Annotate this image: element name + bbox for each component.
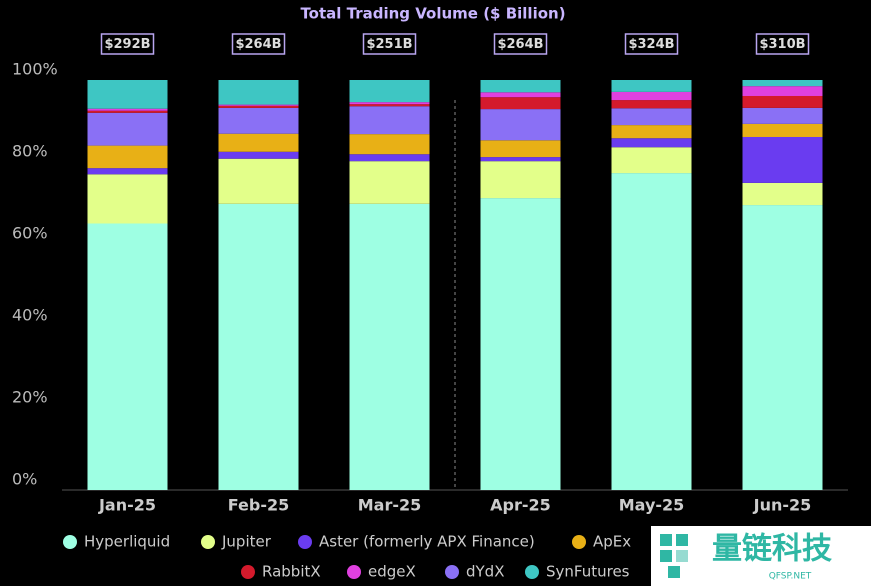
bar-segment (742, 182, 823, 206)
bar-segment (87, 168, 168, 175)
y-tick-label: 80% (12, 142, 48, 161)
bar-segment (611, 100, 692, 109)
y-tick-label: 40% (12, 306, 48, 325)
total-label: $264B (497, 37, 543, 52)
bar-segment (480, 157, 561, 162)
bar-segment (742, 123, 823, 137)
legend-label: SynFutures (546, 563, 630, 581)
bar-segment (349, 80, 430, 103)
bar-segment (742, 95, 823, 108)
legend-marker (241, 565, 255, 579)
bar-segment (480, 92, 561, 98)
legend-label: ApEx (593, 533, 631, 551)
bar-segment (349, 104, 430, 107)
legend-label: Jupiter (221, 533, 272, 551)
bar-segment (611, 125, 692, 139)
total-box (362, 33, 417, 55)
bar-segment (218, 133, 299, 152)
x-tick-label: Feb-25 (228, 496, 290, 515)
bar-segment (87, 223, 168, 490)
legend-marker (525, 565, 539, 579)
bar-segment (87, 174, 168, 224)
bar-segment (349, 102, 430, 105)
legend-marker (63, 535, 77, 549)
watermark-subtitle: QFSP.NET (769, 572, 812, 582)
legend-marker (445, 565, 459, 579)
total-label: $292B (104, 37, 150, 52)
bar-segment (218, 203, 299, 490)
bar-segment (480, 97, 561, 110)
bar-segment (218, 158, 299, 204)
y-tick-label: 60% (12, 224, 48, 243)
x-tick-label: Apr-25 (490, 496, 551, 515)
total-label: $324B (628, 37, 674, 52)
total-box (100, 33, 155, 55)
bar-segment (480, 109, 561, 141)
total-box (493, 33, 548, 55)
legend-label: edgeX (368, 563, 416, 581)
bar-segment (87, 108, 168, 111)
legend-marker (298, 535, 312, 549)
bar-segment (480, 80, 561, 93)
x-tick-label: Jun-25 (753, 496, 812, 515)
legend-marker (347, 565, 361, 579)
bar-segment (742, 205, 823, 491)
bar-segment (480, 140, 561, 158)
bar-segment (218, 104, 299, 106)
bar-segment (87, 110, 168, 113)
y-tick-label: 100% (12, 60, 58, 79)
bar-segment (349, 106, 430, 135)
bar-segment (349, 203, 430, 490)
bar-segment (480, 198, 561, 490)
watermark-icon (660, 534, 688, 578)
bar-segment (349, 134, 430, 155)
legend-label: dYdX (466, 563, 504, 581)
bar-segment (742, 80, 823, 87)
bar-segment (742, 136, 823, 183)
bar-segment (87, 80, 168, 109)
bar-segment (218, 151, 299, 159)
x-tick-label: May-25 (619, 496, 685, 515)
legend-label: Hyperliquid (84, 533, 170, 551)
bar-segment (742, 107, 823, 124)
total-box (755, 33, 810, 55)
bar-segment (611, 138, 692, 148)
bar-segment (742, 86, 823, 96)
y-tick-label: 20% (12, 388, 48, 407)
y-tick-label: 0% (12, 470, 37, 489)
total-box (231, 33, 286, 55)
bar-segment (218, 80, 299, 105)
legend-marker (572, 535, 586, 549)
total-box (624, 33, 679, 55)
bar-segment (87, 145, 168, 169)
total-label: $310B (759, 37, 805, 52)
legend-label: Aster (formerly APX Finance) (319, 533, 535, 551)
x-tick-label: Jan-25 (98, 496, 156, 515)
total-label: $251B (366, 37, 412, 52)
bar-segment (480, 161, 561, 199)
bar-segment (218, 107, 299, 134)
bar-segment (87, 112, 168, 146)
watermark-title: 量链科技 (712, 532, 832, 567)
bar-segment (611, 173, 692, 490)
bar-segment (611, 91, 692, 101)
legend-marker (201, 535, 215, 549)
x-tick-label: Mar-25 (358, 496, 422, 515)
total-label: $264B (235, 37, 281, 52)
bar-segment (218, 105, 299, 108)
bar-segment (349, 161, 430, 204)
legend-label: RabbitX (262, 563, 321, 581)
bar-segment (349, 154, 430, 162)
bar-segment (611, 147, 692, 174)
bar-segment (611, 108, 692, 126)
bar-segment (611, 80, 692, 92)
chart-title: Total Trading Volume ($ Billion) (300, 5, 565, 23)
